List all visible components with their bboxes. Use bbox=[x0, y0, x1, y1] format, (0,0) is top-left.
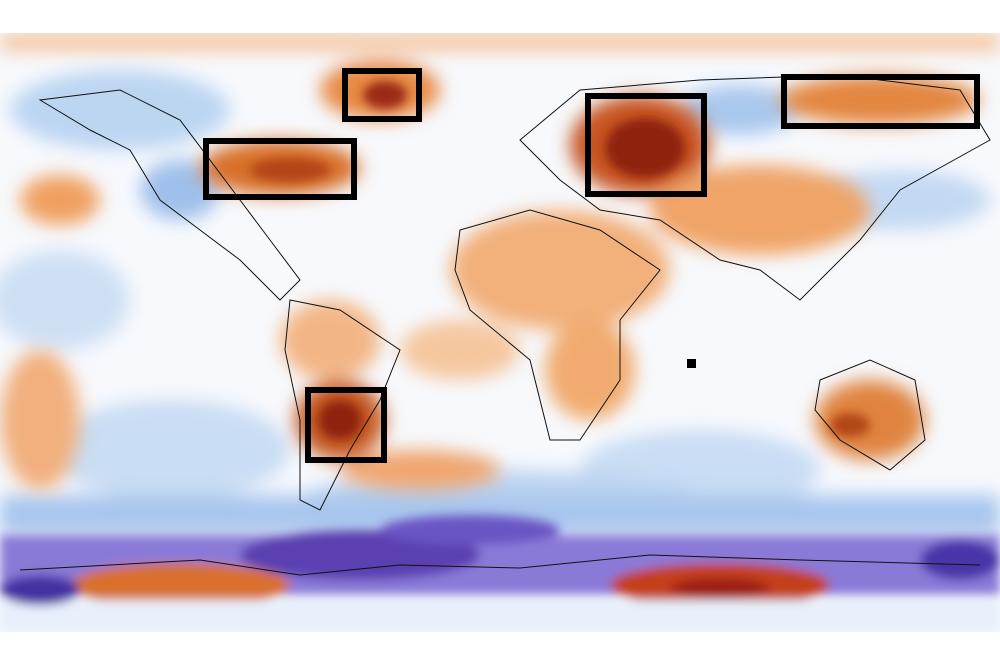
highlight-boxes bbox=[203, 68, 980, 463]
highlight-box bbox=[342, 68, 422, 122]
south-america bbox=[284, 299, 401, 511]
eurasia bbox=[519, 74, 991, 301]
marker bbox=[687, 359, 696, 368]
hotspots bbox=[250, 81, 870, 440]
australia bbox=[814, 359, 926, 471]
highlight-box bbox=[203, 138, 357, 200]
africa bbox=[454, 209, 661, 441]
antarctica bbox=[19, 554, 981, 576]
map-field bbox=[0, 33, 1000, 632]
highlight-box bbox=[305, 387, 387, 463]
antarctic-band bbox=[0, 515, 1000, 632]
highlight-box bbox=[585, 93, 707, 197]
orange-anomalies bbox=[0, 33, 1000, 490]
highlight-box bbox=[781, 74, 980, 129]
north-america bbox=[38, 89, 301, 301]
coastlines bbox=[19, 74, 991, 576]
